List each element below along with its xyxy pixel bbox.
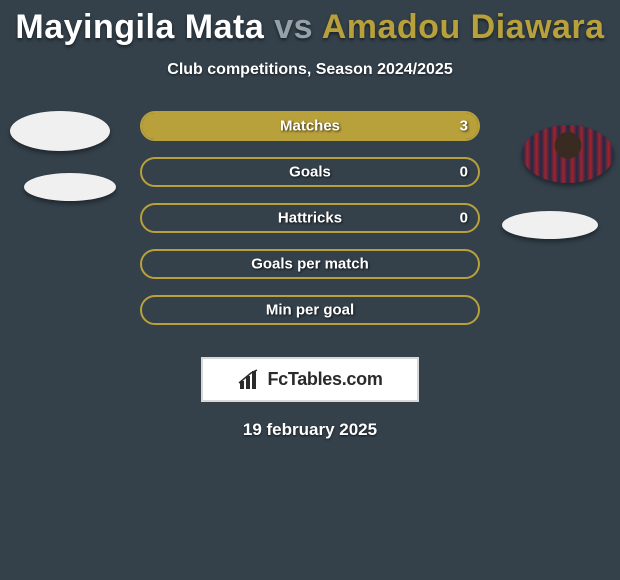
- stat-bars: Matches 3 Goals 0 Hattricks 0 Goals per …: [140, 111, 480, 341]
- brand-badge: FcTables.com: [201, 357, 419, 402]
- stat-bar-goals: Goals 0: [140, 157, 480, 187]
- stat-value-right: 0: [460, 210, 468, 227]
- subtitle: Club competitions, Season 2024/2025: [0, 61, 620, 79]
- player2-name: Amadou Diawara: [322, 8, 605, 46]
- stat-bar-matches: Matches 3: [140, 111, 480, 141]
- stat-label: Goals per match: [142, 256, 478, 273]
- stat-label: Matches: [142, 118, 478, 135]
- stat-value-right: 0: [460, 164, 468, 181]
- comparison-title: Mayingila Mata vs Amadou Diawara: [0, 0, 620, 47]
- comparison-stage: Matches 3 Goals 0 Hattricks 0 Goals per …: [0, 111, 620, 351]
- player1-avatar-secondary: [24, 173, 116, 201]
- bar-chart-icon: [237, 369, 263, 391]
- stat-value-right: 3: [460, 118, 468, 135]
- player2-avatar-secondary: [502, 211, 598, 239]
- stat-label: Goals: [142, 164, 478, 181]
- vs-text: vs: [274, 8, 313, 46]
- stat-bar-min-per-goal: Min per goal: [140, 295, 480, 325]
- stat-bar-goals-per-match: Goals per match: [140, 249, 480, 279]
- player1-avatar: [10, 111, 110, 151]
- stat-bar-hattricks: Hattricks 0: [140, 203, 480, 233]
- stat-label: Hattricks: [142, 210, 478, 227]
- player1-name: Mayingila Mata: [15, 8, 264, 46]
- brand-text: FcTables.com: [267, 369, 382, 390]
- player2-avatar: [522, 125, 614, 183]
- date: 19 february 2025: [0, 420, 620, 440]
- stat-label: Min per goal: [142, 302, 478, 319]
